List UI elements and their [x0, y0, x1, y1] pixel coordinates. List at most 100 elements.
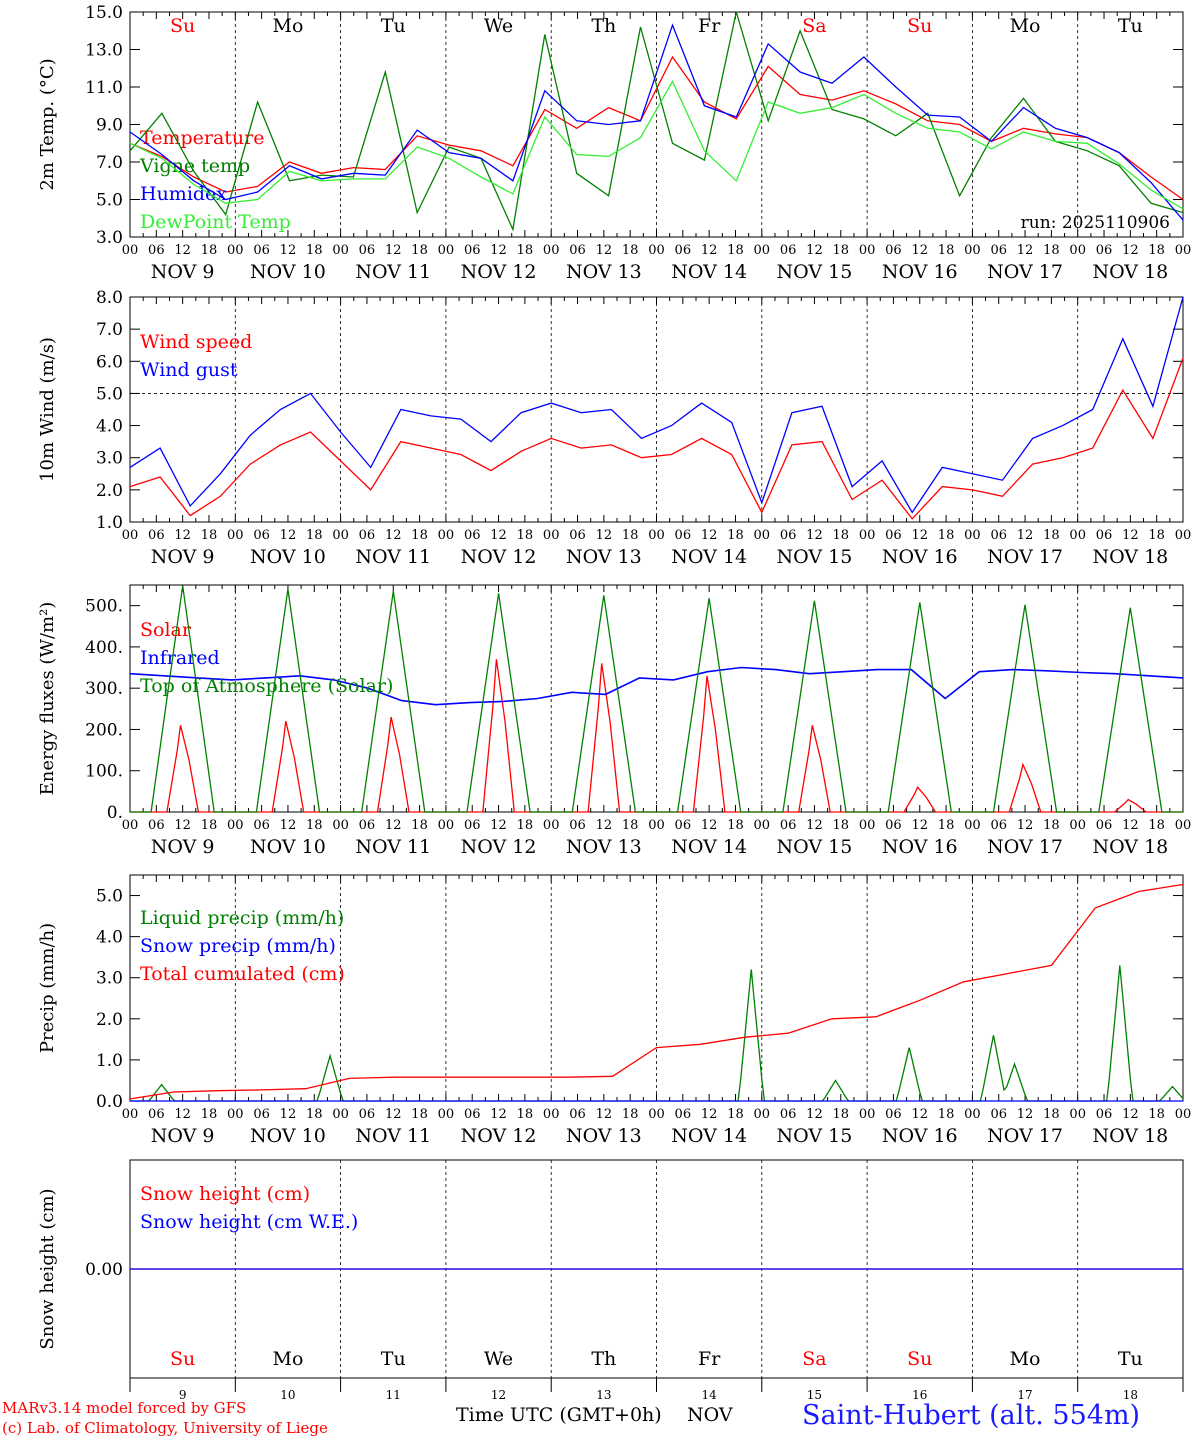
snow-day-number: 17 — [1017, 1388, 1032, 1402]
temp-hour-label: 00 — [227, 243, 244, 258]
snow-ytick-label: 0.00 — [85, 1260, 123, 1280]
energy-hour-label: 00 — [438, 818, 455, 833]
precip-hour-label: 06 — [885, 1107, 902, 1122]
wind-hour-label: 12 — [596, 528, 613, 543]
wind-date-label: NOV 11 — [355, 546, 431, 568]
temp-hour-label: 06 — [990, 243, 1007, 258]
energy-hour-label: 18 — [622, 818, 639, 833]
wind-hour-label: 12 — [911, 528, 928, 543]
energy-hour-label: 00 — [543, 818, 560, 833]
energy-hour-label: 12 — [911, 818, 928, 833]
wind-hour-label: 06 — [148, 528, 165, 543]
temp-series-line — [129, 55, 1184, 201]
energy-hour-label: 12 — [280, 818, 297, 833]
energy-date-label: NOV 11 — [355, 836, 431, 858]
precip-hour-label: 18 — [306, 1107, 323, 1122]
wind-date-label: NOV 15 — [777, 546, 853, 568]
precip-hour-label: 18 — [622, 1107, 639, 1122]
precip-hour-label: 00 — [1069, 1107, 1086, 1122]
energy-hour-label: 00 — [859, 818, 876, 833]
wind-hour-label: 00 — [227, 528, 244, 543]
energy-ytick-label: 200. — [85, 720, 123, 740]
precip-series-line — [129, 883, 1184, 1100]
wind-date-label: NOV 13 — [566, 546, 642, 568]
energy-hour-label: 12 — [596, 818, 613, 833]
energy-date-label: NOV 17 — [987, 836, 1063, 858]
precip-date-label: NOV 16 — [882, 1125, 958, 1147]
precip-date-label: NOV 11 — [355, 1125, 431, 1147]
precip-hour-label: 06 — [990, 1107, 1007, 1122]
energy-hour-label: 06 — [990, 818, 1007, 833]
precip-hour-label: 12 — [806, 1107, 823, 1122]
weekday-label: Mo — [272, 1348, 303, 1370]
snow-day-number: 18 — [1123, 1388, 1138, 1402]
energy-date-label: NOV 16 — [882, 836, 958, 858]
temp-hour-label: 00 — [122, 243, 139, 258]
wind-hour-label: 00 — [754, 528, 771, 543]
energy-legend-entry: Top of Atmosphere (Solar) — [140, 675, 393, 697]
energy-hour-label: 12 — [385, 818, 402, 833]
precip-hour-label: 12 — [1017, 1107, 1034, 1122]
temp-legend-entry: Vigne temp — [139, 155, 250, 177]
snow-day-number: 15 — [807, 1388, 822, 1402]
precip-ytick-label: 1.0 — [96, 1051, 123, 1071]
temp-hour-label: 18 — [938, 243, 955, 258]
temp-hour-label: 12 — [911, 243, 928, 258]
energy-hour-label: 12 — [806, 818, 823, 833]
temp-hour-label: 00 — [754, 243, 771, 258]
wind-date-label: NOV 18 — [1092, 546, 1168, 568]
weekday-label: Fr — [698, 1348, 721, 1370]
temp-hour-label: 12 — [1122, 243, 1139, 258]
panel-precip: 00 06 12 18 00 06 12 18 00 06 12 18 00 06 12 18 00 06 12 18… — [37, 874, 1191, 1147]
wind-series-line — [129, 357, 1184, 520]
station-name: Saint-Hubert (alt. 554m) — [802, 1400, 1141, 1431]
energy-hour-label: 00 — [227, 818, 244, 833]
energy-hour-label: 18 — [938, 818, 955, 833]
energy-hour-label: 18 — [201, 818, 218, 833]
wind-date-label: NOV 9 — [151, 546, 215, 568]
energy-hour-label: 12 — [1122, 818, 1139, 833]
precip-hour-label: 06 — [675, 1107, 692, 1122]
precip-legend-entry: Total cumulated (cm) — [140, 963, 345, 985]
snow-legend-entry: Snow height (cm) — [140, 1183, 310, 1205]
weekday-label: Su — [170, 1348, 195, 1370]
energy-hour-label: 18 — [411, 818, 428, 833]
wind-hour-label: 00 — [1175, 528, 1192, 543]
wind-hour-label: 00 — [332, 528, 349, 543]
temp-legend-entry: DewPoint Temp — [140, 211, 291, 233]
temp-date-label: NOV 10 — [250, 261, 326, 283]
wind-hour-label: 00 — [648, 528, 665, 543]
wind-hour-label: 18 — [411, 528, 428, 543]
run-label: run: 2025110906 — [1021, 213, 1170, 233]
wind-hour-label: 12 — [701, 528, 718, 543]
temp-series-line — [129, 11, 1184, 232]
wind-hour-label: 18 — [517, 528, 534, 543]
energy-hour-label: 12 — [701, 818, 718, 833]
temp-hour-label: 12 — [280, 243, 297, 258]
wind-hour-label: 18 — [727, 528, 744, 543]
temp-hour-label: 18 — [201, 243, 218, 258]
temp-date-label: NOV 12 — [461, 261, 537, 283]
temp-hour-label: 06 — [464, 243, 481, 258]
wind-date-label: NOV 12 — [461, 546, 537, 568]
wind-hour-label: 06 — [885, 528, 902, 543]
wind-hour-label: 00 — [122, 528, 139, 543]
temp-hour-label: 06 — [148, 243, 165, 258]
temp-hour-label: 06 — [253, 243, 270, 258]
energy-ytick-label: 400. — [85, 638, 123, 658]
temp-hour-label: 00 — [438, 243, 455, 258]
precip-date-label: NOV 12 — [461, 1125, 537, 1147]
precip-hour-label: 18 — [1043, 1107, 1060, 1122]
wind-date-label: NOV 10 — [250, 546, 326, 568]
wind-hour-label: 18 — [1043, 528, 1060, 543]
precip-hour-label: 00 — [438, 1107, 455, 1122]
x-axis-title: Time UTC (GMT+0h) — [456, 1404, 662, 1426]
wind-hour-label: 06 — [253, 528, 270, 543]
wind-hour-label: 18 — [833, 528, 850, 543]
energy-date-label: NOV 14 — [671, 836, 747, 858]
panel-energy: 00 06 12 18 00 06 12 18 00 06 12 18 00 06 12 18 00 06 12 18… — [37, 584, 1191, 858]
wind-hour-label: 12 — [806, 528, 823, 543]
weekday-label: Sa — [802, 15, 826, 37]
energy-hour-label: 06 — [885, 818, 902, 833]
precip-hour-label: 00 — [648, 1107, 665, 1122]
